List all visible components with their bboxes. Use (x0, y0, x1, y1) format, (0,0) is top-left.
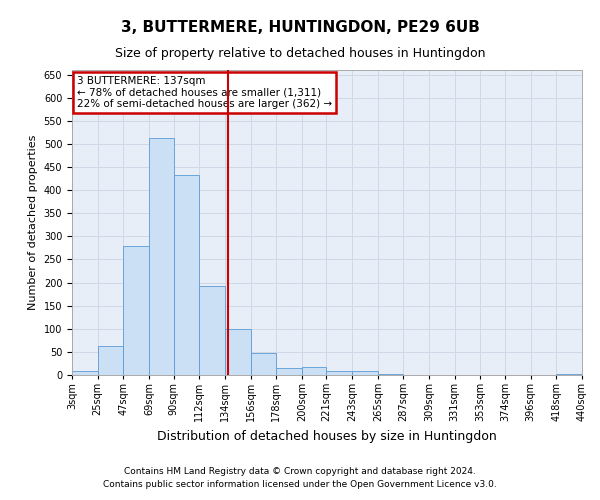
Bar (326, 371, 352, 375)
Bar (251, 354, 276, 375)
Bar (149, 138, 173, 375)
Bar (72, 372, 98, 375)
X-axis label: Distribution of detached houses by size in Huntingdon: Distribution of detached houses by size … (157, 430, 497, 442)
Bar (276, 368, 302, 375)
Bar (302, 367, 326, 375)
Bar (556, 374, 582, 375)
Bar (225, 329, 251, 375)
Text: 3, BUTTERMERE, HUNTINGDON, PE29 6UB: 3, BUTTERMERE, HUNTINGDON, PE29 6UB (121, 20, 479, 35)
Y-axis label: Number of detached properties: Number of detached properties (28, 135, 38, 310)
Bar (378, 374, 403, 375)
Bar (352, 372, 378, 375)
Text: Contains public sector information licensed under the Open Government Licence v3: Contains public sector information licen… (103, 480, 497, 489)
Bar (98, 346, 124, 375)
Text: Contains HM Land Registry data © Crown copyright and database right 2024.: Contains HM Land Registry data © Crown c… (124, 467, 476, 476)
Text: Size of property relative to detached houses in Huntingdon: Size of property relative to detached ho… (115, 48, 485, 60)
Bar (173, 175, 199, 375)
Text: 3 BUTTERMERE: 137sqm
← 78% of detached houses are smaller (1,311)
22% of semi-de: 3 BUTTERMERE: 137sqm ← 78% of detached h… (77, 76, 332, 110)
Bar (124, 246, 149, 375)
Bar (199, 286, 225, 375)
